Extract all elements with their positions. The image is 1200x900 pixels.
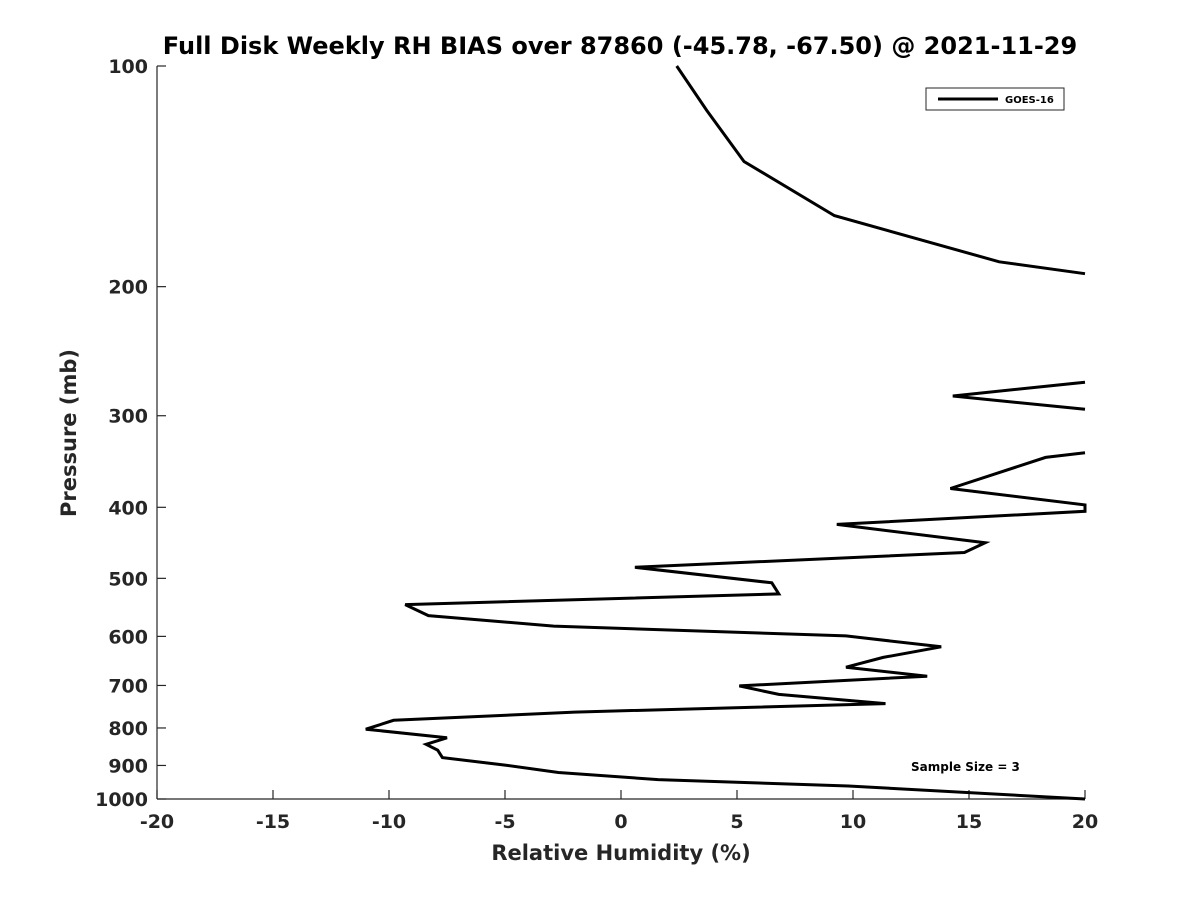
sample-size-annotation: Sample Size = 3 <box>911 760 1020 774</box>
x-tick-label: 15 <box>956 811 982 833</box>
series-line-goes16-segment-1 <box>675 65 1086 276</box>
y-tick-label: 400 <box>108 497 148 519</box>
y-tick-label: 300 <box>108 406 148 428</box>
x-tick-label: 10 <box>840 811 866 833</box>
y-tick-label: 200 <box>108 277 148 299</box>
y-tick-label: 900 <box>108 755 148 777</box>
y-tick-label: 500 <box>108 568 148 590</box>
y-tick-label: 800 <box>108 718 148 740</box>
x-tick-label: -10 <box>372 811 406 833</box>
series-line-goes16-segment-2 <box>952 380 1086 411</box>
y-ticks: 100 200 300 400 500 600 700 800 900 1000 <box>95 56 166 811</box>
y-tick-label: 100 <box>108 56 148 78</box>
x-tick-label: -20 <box>140 811 174 833</box>
chart-title: Full Disk Weekly RH BIAS over 87860 (-45… <box>163 32 1077 60</box>
x-tick-label: -5 <box>494 811 515 833</box>
x-tick-label: 5 <box>730 811 743 833</box>
x-ticks: -20 -15 -10 -5 0 5 10 15 20 <box>140 790 1098 833</box>
x-tick-label: 20 <box>1072 811 1098 833</box>
x-axis-label: Relative Humidity (%) <box>491 841 750 865</box>
y-tick-label: 1000 <box>95 789 148 811</box>
x-tick-label: -15 <box>256 811 290 833</box>
series-line-goes16-segment-3 <box>365 451 1087 801</box>
y-tick-label: 600 <box>108 626 148 648</box>
legend-label-goes16: GOES-16 <box>1005 95 1054 106</box>
series-layer <box>365 65 1087 801</box>
legend: GOES-16 <box>925 87 1065 111</box>
y-axis-label: Pressure (mb) <box>57 349 81 517</box>
y-tick-label: 700 <box>108 675 148 697</box>
x-tick-label: 0 <box>614 811 627 833</box>
